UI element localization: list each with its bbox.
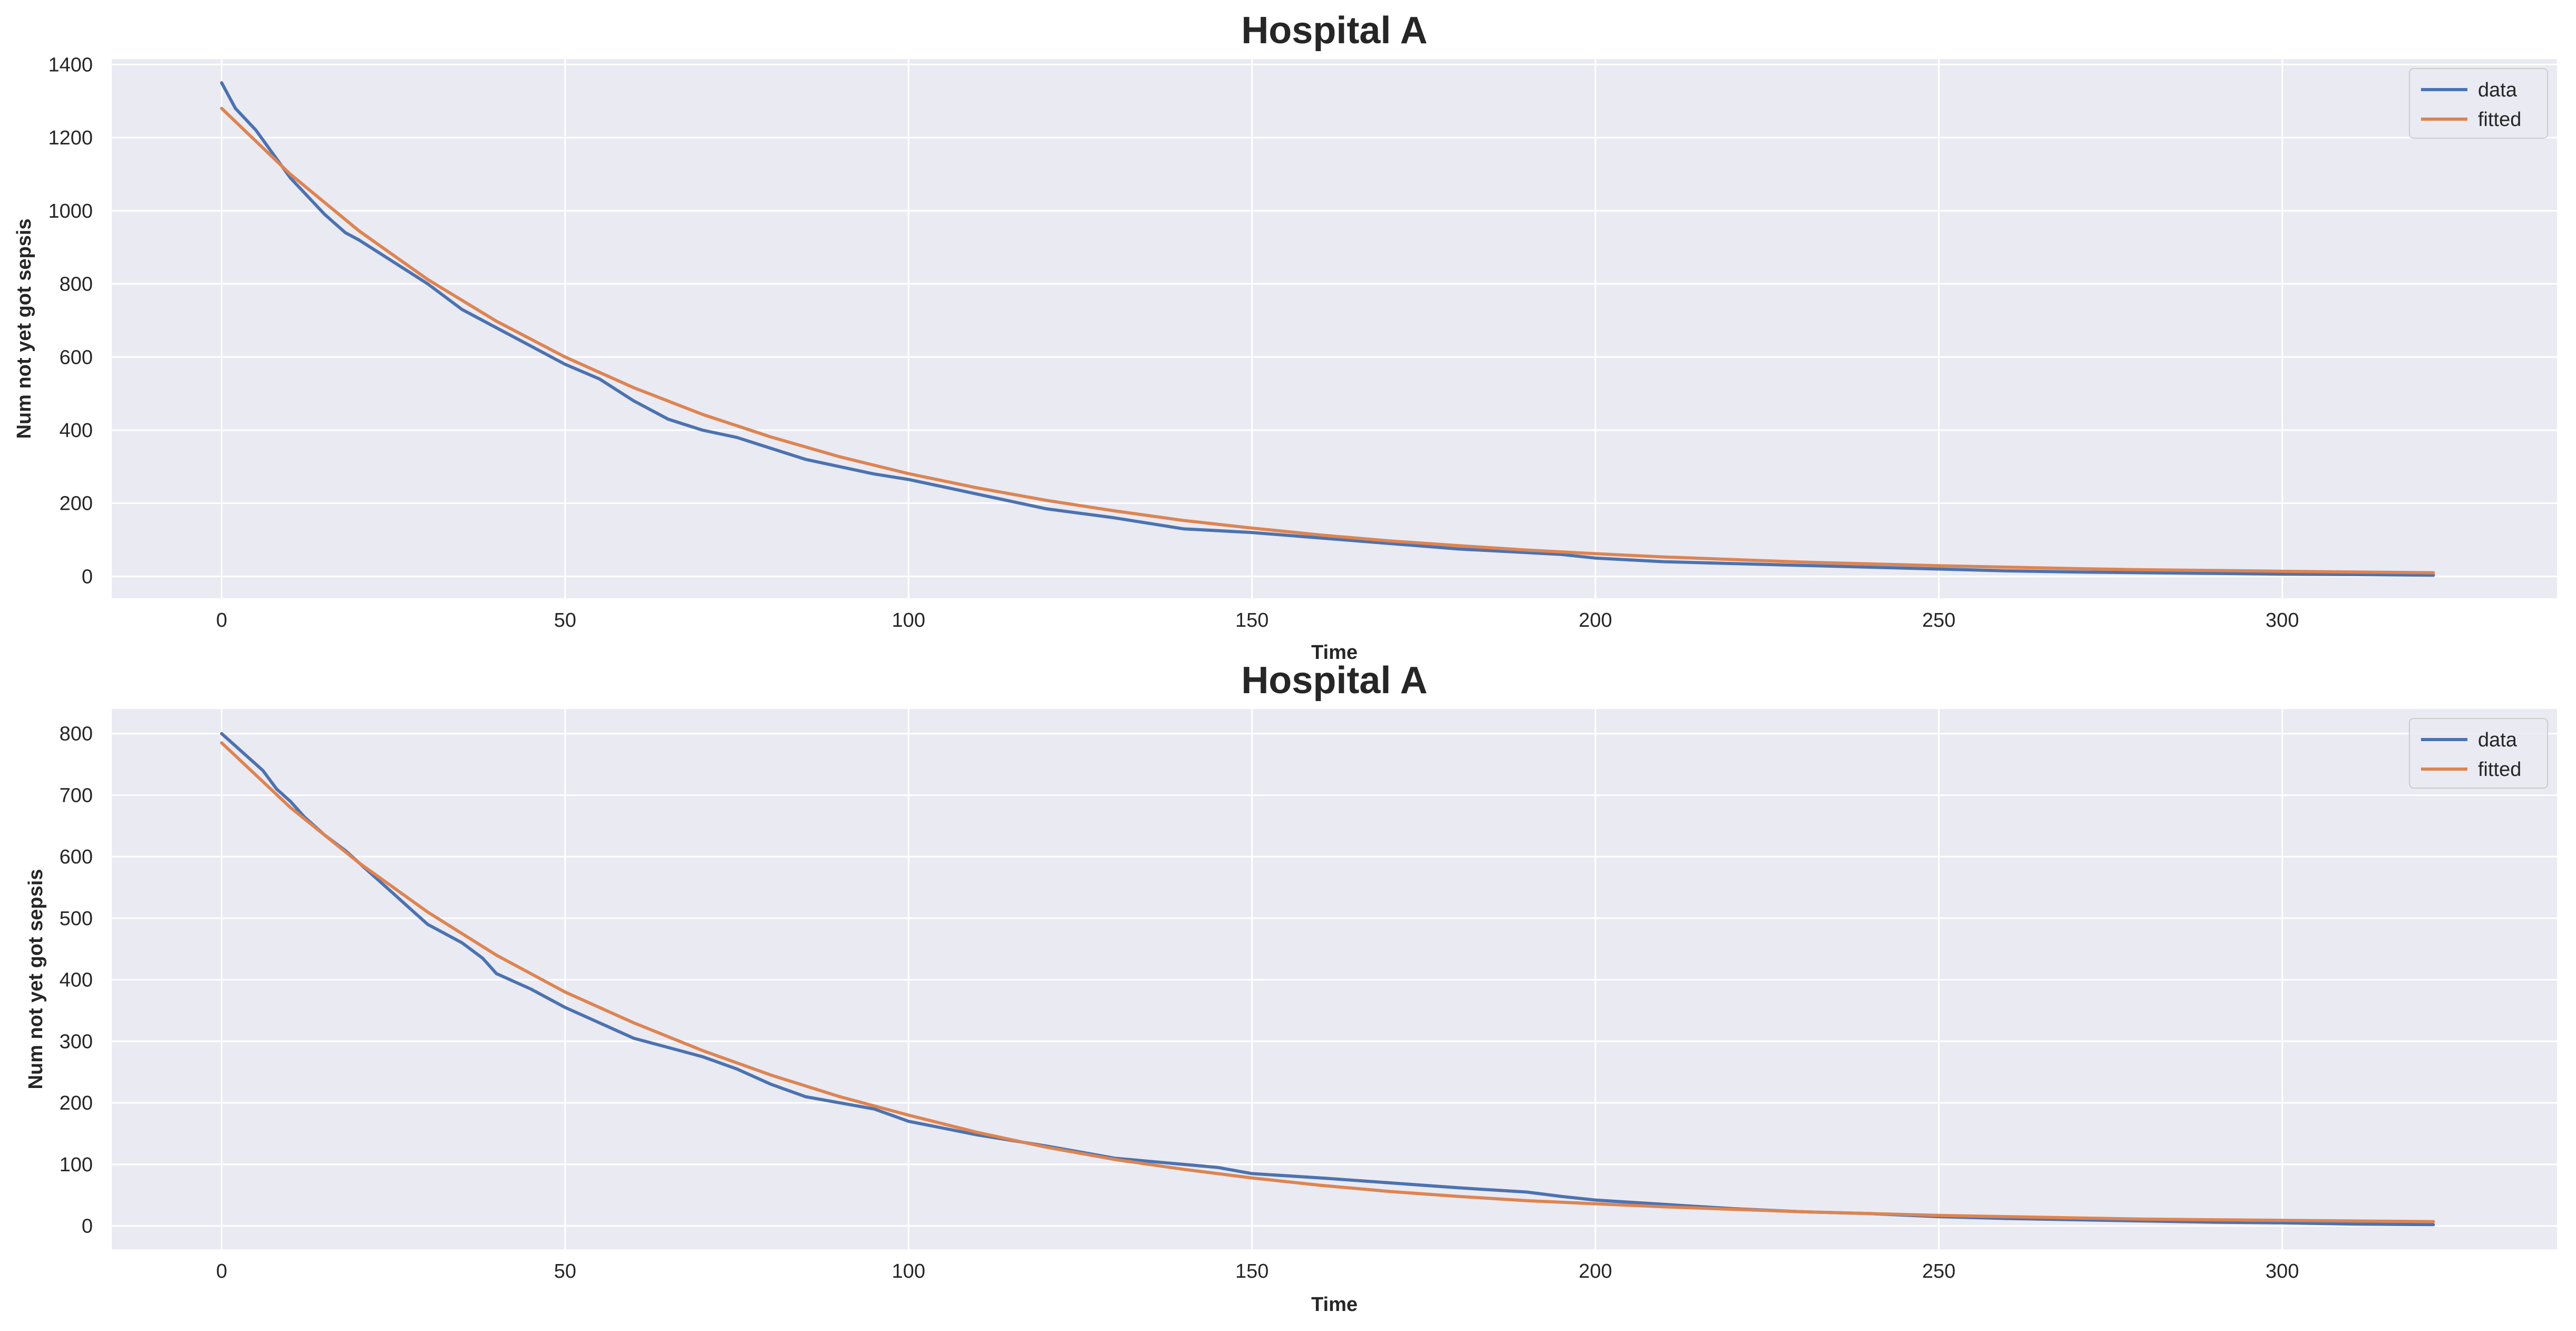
x-tick-label: 150 [1235,609,1268,632]
y-tick-label: 100 [60,1154,93,1176]
x-tick-label: 300 [2265,1260,2299,1283]
chart-title: Hospital A [1241,9,1427,52]
x-tick-label: 150 [1235,1260,1268,1283]
y-tick-label: 400 [60,969,93,992]
y-tick-label: 400 [60,420,93,442]
y-tick-label: 800 [60,723,93,745]
y-tick-label: 1200 [48,127,93,149]
y-tick-label: 1400 [48,54,93,76]
series-line-fitted [220,106,2435,575]
y-tick-label: 600 [60,846,93,868]
x-tick-label: 0 [216,609,227,632]
y-tick-label: 800 [60,274,93,296]
x-tick-label: 0 [216,1260,227,1283]
legend: data fitted [2409,718,2548,789]
x-tick-label: 100 [892,609,925,632]
y-tick-label: 0 [82,1216,93,1238]
chart-panel-1: 0 50 100 150 200 250 300 0 200 400 600 800 1000 1200 1… [13,9,2557,664]
y-tick-label: 200 [60,493,93,515]
y-tick-label: 200 [60,1092,93,1114]
y-tick-label: 500 [60,908,93,930]
y-tick-label: 300 [60,1031,93,1053]
x-axis-label: Time [1311,1294,1358,1316]
y-tick-label: 600 [60,346,93,368]
legend-label-fitted: fitted [2478,759,2521,781]
legend-label-fitted: fitted [2478,109,2521,131]
x-tick-label: 200 [1578,1260,1612,1283]
plot-area [112,59,2557,598]
x-tick-label: 200 [1578,609,1612,632]
y-tick-label: 1000 [48,200,93,222]
y-axis-label: Num not yet got sepsis [25,869,47,1089]
chart-panel-2: 0 50 100 150 200 250 300 0 100 200 300 400 500 600 700… [25,659,2557,1316]
legend: data fitted [2409,68,2548,139]
legend-label-data: data [2478,729,2517,751]
x-tick-label: 250 [1922,1260,1955,1283]
y-tick-label: 0 [82,566,93,588]
x-tick-label: 50 [554,1260,576,1283]
series-line-data [220,81,2435,577]
y-axis-label: Num not yet got sepsis [13,218,35,439]
series-line-fitted [220,741,2435,1223]
x-tick-label: 100 [892,1260,925,1283]
x-tick-label: 50 [554,609,576,632]
y-tick-label: 700 [60,784,93,807]
x-tick-label: 250 [1922,609,1955,632]
legend-label-data: data [2478,79,2517,101]
x-tick-label: 300 [2265,609,2299,632]
x-axis-label: Time [1311,642,1358,664]
chart-title: Hospital A [1241,659,1427,702]
